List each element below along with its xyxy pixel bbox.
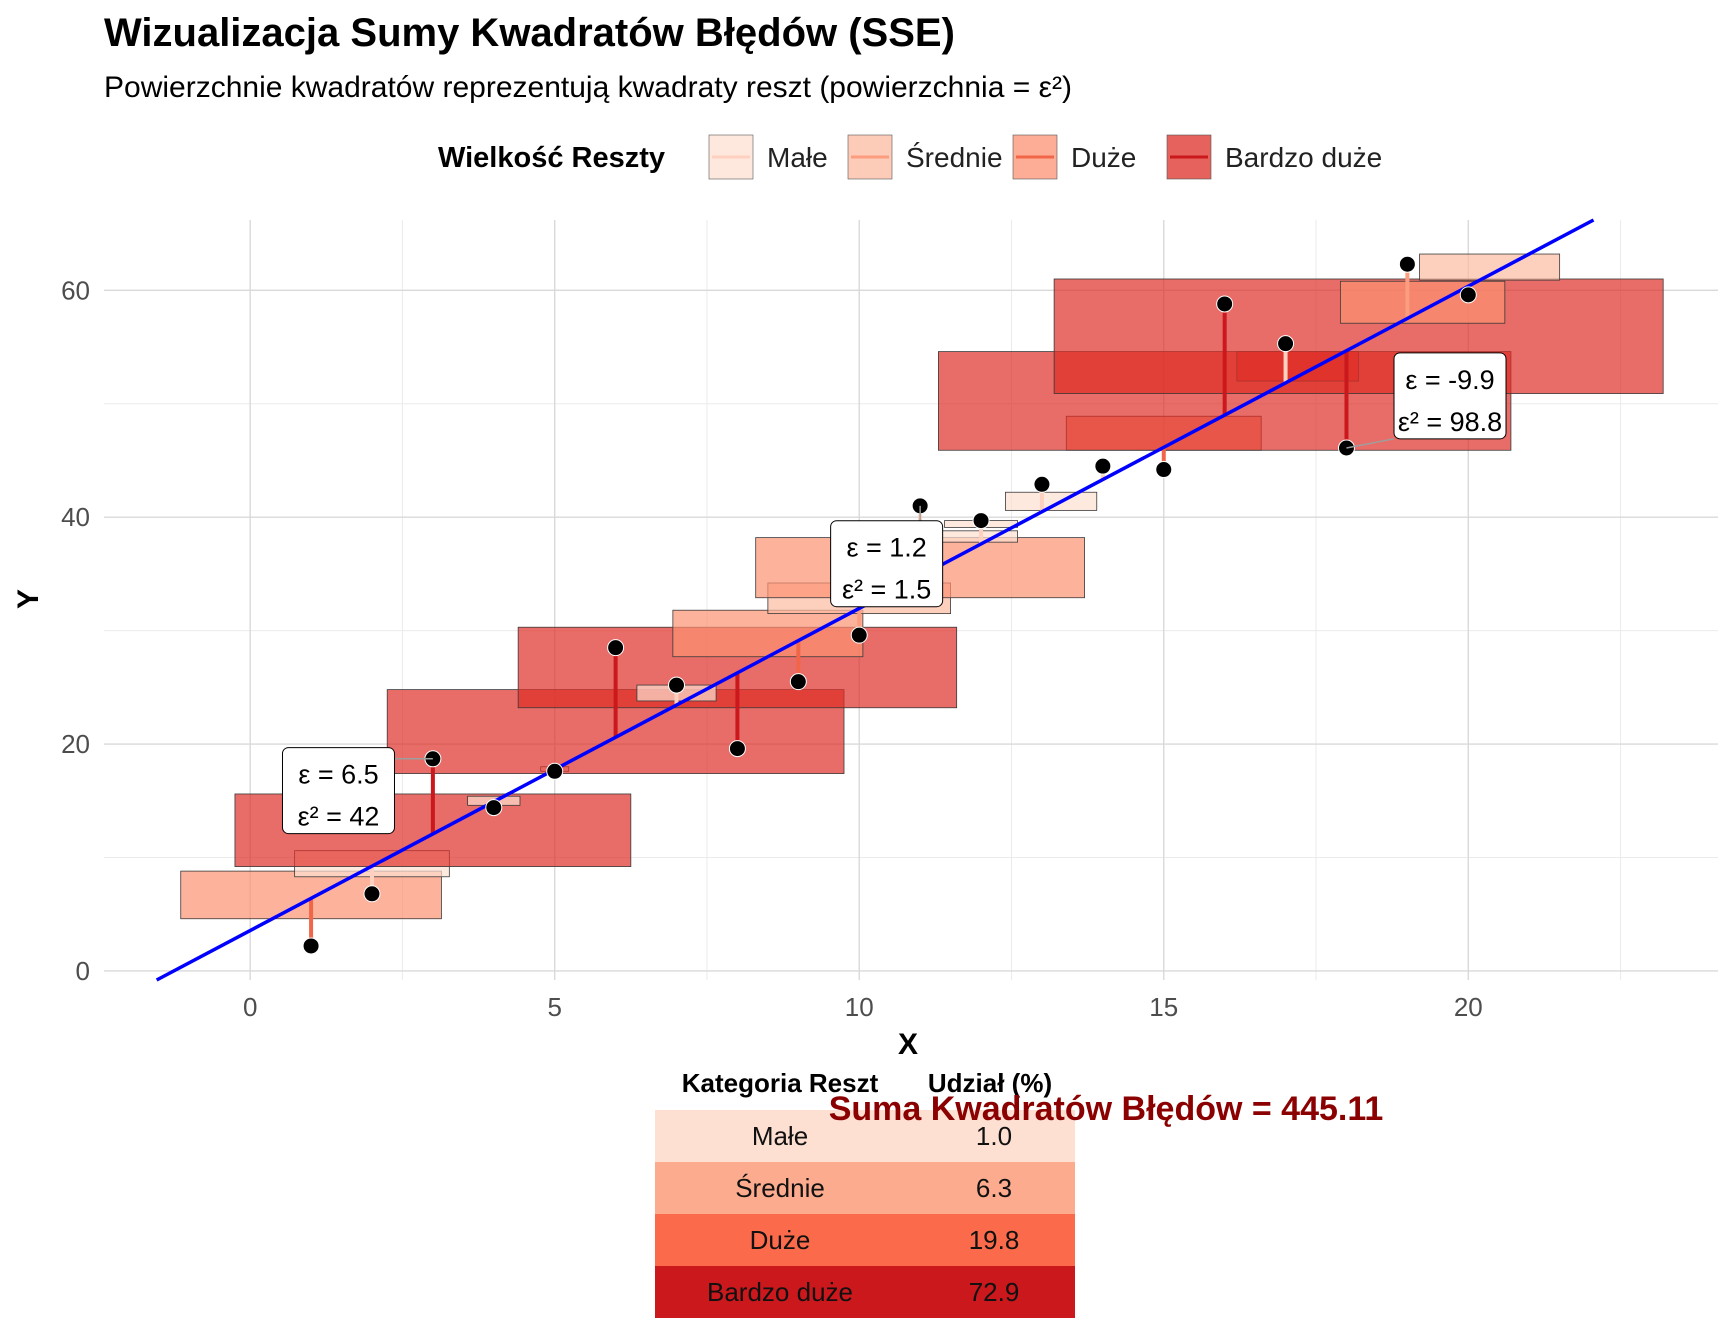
annotation-1: ε = 1.2 ε² = 1.5: [830, 505, 944, 608]
table-cell-category-0: Małe: [752, 1121, 808, 1151]
x-tick-label: 20: [1454, 992, 1483, 1022]
x-tick-label: 0: [243, 992, 257, 1022]
data-point: [668, 676, 686, 694]
annotation-box-0: [281, 747, 395, 835]
data-point: [1216, 295, 1234, 313]
residual-square: [672, 609, 864, 658]
annotation-residual-2: ε = -9.9: [1405, 365, 1494, 395]
y-tick-label: 40: [61, 502, 90, 532]
annotation-0: ε = 6.5 ε² = 42: [281, 747, 433, 835]
data-point: [728, 740, 746, 758]
table-cell-share-2: 19.8: [969, 1225, 1020, 1255]
table-row-0: [655, 1110, 1075, 1162]
y-tick-label: 0: [76, 956, 90, 986]
data-point: [1094, 457, 1112, 475]
data-point: [789, 673, 807, 691]
legend-label-1: Średnie: [906, 141, 1003, 173]
annotation-box-2: [1393, 352, 1507, 440]
annotation-squared-2: ε² = 98.8: [1398, 407, 1502, 437]
annotation-connector-2: [1346, 438, 1395, 449]
annotation-residual-0: ε = 6.5: [298, 760, 378, 790]
legend-label-2: Duże: [1071, 142, 1136, 173]
annotation-box-1: [830, 520, 944, 608]
annotations: ε = 6.5 ε² = 42 ε = 1.2 ε² = 1.5 ε = -9.9 ε² …: [281, 352, 1507, 835]
table-cell-share-3: 72.9: [969, 1277, 1020, 1307]
data-point: [546, 762, 564, 780]
table-row-1: [655, 1162, 1075, 1214]
table-rows: Małe 1.0 Średnie 6.3 Duże 19.8 Bardzo duże 72.9: [655, 1110, 1075, 1318]
y-tick-label: 20: [61, 729, 90, 759]
data-point: [1398, 255, 1416, 273]
residual-square: [1339, 280, 1506, 324]
sse-label: Suma Kwadratów Błędów = 445.11: [829, 1090, 1384, 1128]
x-tick-label: 10: [845, 992, 874, 1022]
y-axis-title: Y: [12, 589, 45, 609]
data-point: [1459, 286, 1477, 304]
table-row-2: [655, 1214, 1075, 1266]
plot-area: ε = 6.5 ε² = 42 ε = 1.2 ε² = 1.5 ε = -9.9 ε² …: [104, 218, 1718, 982]
data-point: [1277, 335, 1295, 353]
data-point: [1033, 475, 1051, 493]
table-header-category: Kategoria Reszt: [682, 1068, 879, 1098]
legend-label-0: Małe: [767, 142, 828, 173]
x-tick-label: 15: [1149, 992, 1178, 1022]
chart-title: Wizualizacja Sumy Kwadratów Błędów (SSE): [104, 11, 955, 55]
data-point: [485, 799, 503, 817]
annotation-squared-0: ε² = 42: [298, 802, 380, 832]
annotation-squared-1: ε² = 1.5: [842, 575, 931, 605]
data-points: [302, 255, 1477, 955]
x-axis-title: X: [898, 1028, 918, 1061]
data-point: [302, 937, 320, 955]
x-tick-labels: 0 5 10 15 20: [243, 992, 1483, 1022]
data-point: [850, 626, 868, 644]
annotation-2: ε = -9.9 ε² = 98.8: [1346, 352, 1507, 449]
y-tick-label: 60: [61, 275, 90, 305]
y-tick-labels: 0 20 40 60: [61, 275, 90, 986]
table-row-3: [655, 1266, 1075, 1318]
data-point: [1155, 461, 1173, 479]
chart-subtitle: Powierzchnie kwadratów reprezentują kwad…: [104, 71, 1072, 104]
table-cell-category-2: Duże: [750, 1225, 811, 1255]
legend-title: Wielkość Reszty: [438, 142, 665, 174]
table-cell-category-3: Bardzo duże: [707, 1277, 853, 1307]
legend: Wielkość Reszty Małe Średnie Duże Bardzo du…: [438, 134, 1382, 180]
data-point: [607, 639, 625, 657]
legend-label-3: Bardzo duże: [1225, 142, 1382, 173]
table-cell-share-1: 6.3: [976, 1173, 1012, 1203]
table-header-share: Udział (%): [928, 1068, 1052, 1098]
data-point: [363, 885, 381, 903]
x-tick-label: 5: [547, 992, 561, 1022]
axes: 0 5 10 15 20 0 20 40 60 X Y: [12, 275, 1483, 1061]
table-cell-share-0: 1.0: [976, 1121, 1012, 1151]
data-point: [972, 512, 990, 530]
annotation-residual-1: ε = 1.2: [846, 533, 926, 563]
table-cell-category-1: Średnie: [735, 1173, 825, 1203]
residual-table: Kategoria Reszt Udział (%) Małe 1.0 Średni…: [655, 1068, 1075, 1318]
